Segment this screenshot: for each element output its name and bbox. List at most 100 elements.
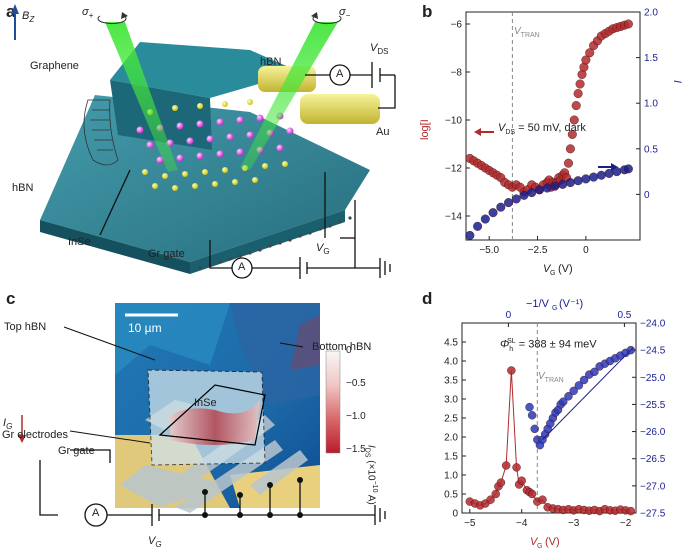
circuit-wires <box>99 62 396 279</box>
data-point-right <box>542 183 552 193</box>
data-point-left <box>507 366 516 375</box>
data-point-right <box>511 194 521 204</box>
panel-d: d −5 −4 −3 −2 0 0.5 1.0 1.5 2.0 2.5 3.0 3.5 4.0 4.5 −2… <box>418 285 685 557</box>
hbn-bottom-label: hBN <box>12 182 34 194</box>
top-hbn-slab <box>110 42 300 98</box>
y-right-tick-label: −24.0 <box>640 319 666 330</box>
panel-b-label: b <box>422 2 433 21</box>
data-point-right <box>564 392 573 401</box>
data-point-left <box>575 79 585 89</box>
legend-arrow-left-head <box>474 128 481 136</box>
legend-arrow-right-head <box>611 163 618 172</box>
chart-b-vtran-label: VTRAN <box>514 26 540 39</box>
data-point-right <box>581 174 591 184</box>
chart-b-annotation: VDS = 50 mV, dark <box>498 122 586 137</box>
data-point-right <box>519 190 529 200</box>
x-axis-label-unit: (V) <box>545 536 560 548</box>
y-left-tick-label: 2.0 <box>444 433 458 444</box>
ammeter-c-label: A <box>92 507 100 519</box>
data-point-left <box>571 101 581 111</box>
data-point-right <box>504 198 514 208</box>
ammeter-g <box>231 257 253 279</box>
y-left-tick-label: −8 <box>451 68 463 79</box>
ig-label: IG <box>3 417 13 432</box>
panel-a: a <box>0 0 420 285</box>
y-right-tick-label: 1.5 <box>644 53 658 64</box>
colorbar-tick-1: −0.5 <box>346 378 366 389</box>
sigma-minus-label: σ− <box>339 6 351 21</box>
y-left-tick-label: 0 <box>452 509 458 520</box>
y-left-tick-label: 3.5 <box>444 376 458 387</box>
y-left-tick-label: 0.5 <box>444 490 458 501</box>
data-point-left <box>517 476 526 485</box>
x-tick-label: −3 <box>568 518 580 529</box>
y-right-tick-label: 0 <box>644 190 650 201</box>
data-point-right <box>569 386 578 396</box>
data-point-right <box>558 179 568 189</box>
panel-c-label: c <box>6 289 16 308</box>
inse-label: InSe <box>68 236 91 248</box>
data-point-right <box>465 230 475 240</box>
panel-a-label: a <box>6 2 16 21</box>
data-point-right <box>527 188 537 198</box>
data-point-left <box>527 489 537 499</box>
gr-gate-label: Gr gate <box>148 248 185 260</box>
x-axis-label-unit: (V) <box>558 263 573 275</box>
y-left-tick-label: −10 <box>445 116 462 127</box>
bottom-hbn-label: Bottom hBN <box>312 341 372 353</box>
y-right-tick-label: 2.0 <box>644 8 658 19</box>
panel-d-label: d <box>422 289 433 308</box>
au-contact-2 <box>300 94 380 124</box>
y-right-tick-label: −27.5 <box>640 509 666 520</box>
y-left-tick-label: −14 <box>445 212 462 223</box>
data-point-left <box>501 461 511 470</box>
chart-b: −5.0 −2.5 0 −14 −12 −10 −8 −6 0 0.5 1.0 1.5 2.0 V G (V)… <box>419 8 683 278</box>
gr-electrodes-label: Gr electrodes <box>2 429 69 441</box>
x-axis-label-sub: G <box>550 270 555 277</box>
data-point-left <box>581 55 591 65</box>
data-point-left <box>623 19 633 29</box>
ammeter-ds-label: A <box>336 68 344 80</box>
data-point-right <box>589 172 599 182</box>
data-point-right <box>559 397 568 406</box>
colorbar-gradient <box>325 350 341 454</box>
y-left-axis-label: log[I <box>419 119 431 140</box>
colorbar-label: IDS (×10−10 A) <box>363 445 378 505</box>
bottom-hbn-slab <box>40 95 370 262</box>
x-top-axis-label-unit: (V⁻¹) <box>559 298 583 310</box>
panel-c: c <box>0 285 420 557</box>
y-right-tick-label: −26.5 <box>640 454 666 465</box>
data-point-left <box>573 89 583 99</box>
series-line-left <box>469 370 631 512</box>
plot-frame <box>465 11 641 241</box>
graphene-sheet <box>83 99 119 166</box>
data-point-right <box>473 221 483 231</box>
colorbar-tick-3: −1.5 <box>346 444 366 455</box>
vg-label-c: VG <box>148 535 162 550</box>
x-top-axis-label: −1/V <box>526 298 550 310</box>
data-point-right <box>550 181 560 191</box>
fit-line <box>542 347 634 441</box>
x-tick-label: −4 <box>516 518 528 529</box>
ammeter-g-label: A <box>238 261 246 273</box>
x-top-axis-label-sub: G <box>552 305 557 312</box>
colorbar-tick-2: −1.0 <box>346 411 366 422</box>
au-label: Au <box>376 126 390 138</box>
x-axis-label-sub: G <box>537 543 542 550</box>
data-point-right <box>573 176 583 186</box>
graphene-label: Graphene <box>30 60 79 72</box>
chart-d-phi: ΦhSL = 388 ± 94 meV <box>500 338 597 353</box>
data-point-left <box>538 495 547 504</box>
device-illustration <box>11 4 396 279</box>
y-right-tick-label: −24.5 <box>640 346 666 357</box>
chart-d-vtran-label: VTRAN <box>538 371 564 384</box>
panel-b: b −5.0 −2.5 0 −14 −12 −10 −8 −6 0 0.5 1.0 1.5 2.0 V G(… <box>418 0 685 285</box>
data-point-left <box>569 115 579 125</box>
y-left-tick-label: 1.0 <box>444 471 458 482</box>
x-top-tick-label: 0 <box>506 310 512 321</box>
y-right-tick-label: 0.5 <box>644 144 658 155</box>
data-point-right <box>530 424 539 434</box>
y-right-axis-label: I <box>671 80 683 83</box>
data-point-left <box>563 158 573 168</box>
y-right-tick-label: −27.0 <box>640 481 666 492</box>
